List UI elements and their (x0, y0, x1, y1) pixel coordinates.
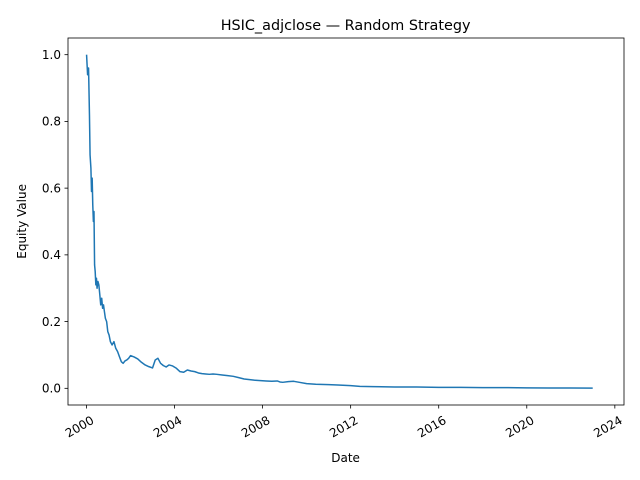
x-tick-label: 2024 (591, 413, 624, 440)
x-tick-label: 2020 (503, 413, 536, 440)
y-axis-label: Equity Value (15, 184, 29, 259)
x-axis-label: Date (331, 451, 360, 465)
x-tick-label: 2012 (327, 413, 360, 440)
y-tick-label: 1.0 (42, 48, 61, 62)
plot-frame (67, 37, 625, 406)
plot-lines (85, 54, 593, 389)
x-axis: 2000 2004 2008 2012 2016 2020 2024 (63, 405, 625, 440)
y-tick-label: 0.6 (42, 181, 61, 195)
x-tick-label: 2004 (151, 413, 184, 440)
y-tick-label: 0.4 (42, 248, 61, 262)
chart-title: HSIC_adjclose — Random Strategy (221, 18, 471, 34)
equity-series-line (85, 54, 593, 389)
x-tick-label: 2008 (239, 413, 272, 440)
y-tick-label: 0.8 (42, 115, 61, 129)
x-tick-label: 2000 (63, 413, 96, 440)
x-tick-label: 2016 (415, 413, 448, 440)
y-tick-label: 0.2 (42, 315, 61, 329)
y-axis: 0.0 0.2 0.4 0.6 0.8 1.0 (42, 48, 68, 396)
y-tick-label: 0.0 (42, 382, 61, 396)
